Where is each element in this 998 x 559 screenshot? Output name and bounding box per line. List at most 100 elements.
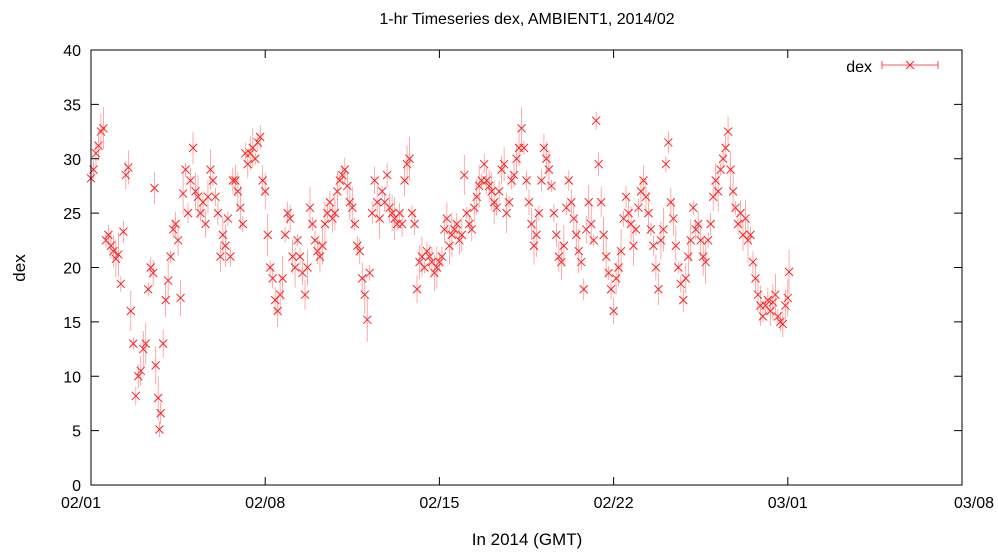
data-point (114, 232, 123, 277)
y-tick: 30 (63, 152, 962, 169)
y-tick: 5 (72, 424, 962, 441)
y-tick: 40 (63, 43, 962, 60)
data-point (771, 273, 780, 316)
plot-area (86, 107, 794, 438)
data-point (308, 217, 317, 231)
data-point (141, 322, 151, 365)
data-point (459, 155, 469, 196)
data-point (166, 250, 175, 263)
data-point (663, 131, 673, 154)
data-point (494, 180, 504, 203)
y-tick-label: 10 (63, 369, 81, 386)
data-point (671, 225, 681, 266)
y-tick-label: 35 (63, 97, 81, 114)
y-tick: 20 (63, 261, 962, 278)
data-point (350, 217, 360, 231)
data-point (713, 171, 723, 212)
x-tick-label: 02/01 (61, 495, 101, 512)
data-point (131, 386, 141, 405)
data-point (524, 189, 534, 216)
data-point (173, 225, 183, 256)
y-tick: 35 (63, 97, 962, 114)
x-axis-ticks: 02/01 02/08 02/15 02/22 03/01 03/08 (61, 50, 994, 512)
x-tick: 03/08 (954, 50, 994, 512)
x-tick: 02/08 (245, 50, 285, 512)
data-point (552, 222, 561, 247)
data-point (150, 172, 159, 205)
data-point (467, 217, 477, 242)
y-tick: 15 (63, 315, 962, 332)
data-point (646, 222, 656, 237)
x-tick-label: 02/08 (245, 495, 285, 512)
x-tick: 02/22 (594, 50, 634, 512)
data-point (208, 174, 218, 187)
data-point (290, 247, 300, 288)
data-point (504, 196, 514, 209)
data-point (649, 235, 658, 256)
data-point (355, 238, 365, 265)
x-tick: 02/01 (61, 50, 101, 512)
data-point (183, 203, 193, 224)
data-point (527, 208, 536, 240)
y-tick-label: 30 (63, 152, 81, 169)
data-point (300, 279, 310, 310)
data-point (706, 213, 716, 235)
data-point (156, 402, 166, 425)
data-point (723, 116, 733, 147)
data-point (382, 163, 392, 188)
data-point (223, 211, 233, 226)
data-point (783, 278, 793, 317)
data-point (559, 224, 569, 267)
data-point (596, 187, 606, 218)
data-point (654, 273, 663, 306)
x-tick: 03/01 (768, 50, 808, 512)
data-point (235, 185, 245, 230)
y-tick-label: 15 (63, 315, 81, 332)
y-tick-label: 20 (63, 261, 81, 278)
data-point (176, 279, 185, 316)
data-point (367, 202, 377, 225)
x-tick-label: 02/15 (419, 495, 459, 512)
data-point (561, 200, 571, 215)
data-point (260, 173, 270, 210)
data-point (673, 261, 683, 274)
chart-title: 1-hr Timeseries dex, AMBIENT1, 2014/02 (379, 11, 674, 28)
x-tick-label: 03/01 (768, 495, 808, 512)
data-point (255, 125, 265, 149)
data-point (532, 212, 541, 257)
legend-label: dex (846, 59, 872, 76)
data-point (278, 256, 287, 301)
data-point (143, 282, 153, 297)
data-point (163, 260, 173, 301)
data-point (701, 240, 711, 285)
x-tick: 02/15 (419, 50, 460, 512)
data-point (213, 201, 223, 226)
data-point (492, 199, 501, 216)
data-point (280, 226, 290, 243)
data-point (123, 150, 133, 185)
data-point (688, 200, 698, 215)
data-point (397, 211, 407, 237)
data-point (604, 265, 613, 280)
data-point (216, 241, 225, 272)
data-point (616, 229, 626, 274)
data-point (634, 198, 643, 217)
y-tick: 10 (63, 369, 962, 386)
data-point (226, 246, 235, 267)
data-point (668, 201, 678, 236)
y-tick-label: 5 (72, 424, 81, 441)
data-point (547, 179, 556, 192)
data-point (155, 421, 164, 438)
data-point (178, 172, 188, 215)
data-point (201, 210, 210, 238)
data-point (370, 166, 380, 195)
data-point (499, 147, 509, 182)
data-point (285, 204, 295, 233)
data-point (659, 207, 668, 252)
x-axis-label: In 2014 (GMT) (472, 530, 583, 549)
plot-border (90, 49, 963, 486)
data-point (303, 249, 312, 286)
data-point (576, 254, 586, 271)
data-point (606, 279, 616, 300)
data-point (681, 263, 691, 294)
